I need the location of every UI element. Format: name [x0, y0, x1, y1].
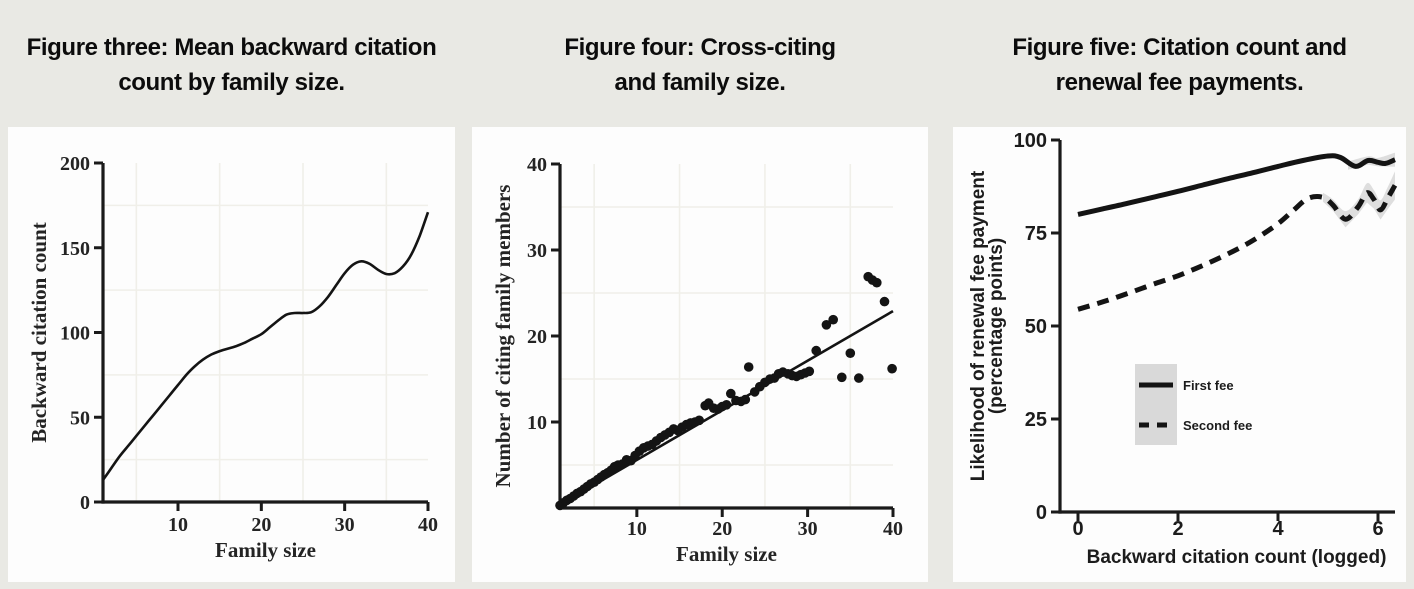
- x-axis-title: Family size: [215, 538, 316, 562]
- scatter-point: [743, 362, 754, 372]
- y-tick-label: 100: [1014, 130, 1047, 152]
- scatter-point: [872, 277, 882, 288]
- y-tick-label: 100: [60, 323, 90, 345]
- figure-three-title: Figure three: Mean backward citation cou…: [8, 30, 455, 100]
- figure-five-title-line-2: renewal fee payments.: [1055, 69, 1304, 96]
- scatter-point: [887, 363, 897, 374]
- scatter-point: [837, 372, 847, 383]
- gridlines: [560, 164, 893, 508]
- y-tick-label: 20: [527, 326, 547, 348]
- axes: 0 2 4 6 0 25 50 75 100: [1014, 130, 1395, 540]
- y-tick-label: 30: [527, 240, 547, 262]
- x-tick-label: 20: [712, 518, 732, 540]
- x-axis-title: Backward citation count (logged): [1087, 547, 1387, 568]
- second-fee-line: [1077, 184, 1398, 312]
- y-axis-title: Number of citing family members: [491, 185, 515, 488]
- x-tick-label: 30: [335, 514, 355, 536]
- figure-five-title-line-1: Figure five: Citation count and: [1012, 34, 1347, 61]
- x-tick-label: 6: [1372, 518, 1383, 540]
- y-tick-label: 0: [1036, 502, 1047, 524]
- x-tick-label: 10: [168, 514, 188, 536]
- y-axis-title: Backward citation count: [27, 222, 51, 443]
- figure-four-title-line-2: and family size.: [614, 69, 786, 96]
- figure-three-title-line-2: count by family size.: [118, 69, 345, 96]
- y-tick-label: 40: [527, 154, 547, 176]
- y-tick-label: 150: [60, 238, 90, 260]
- x-tick-label: 10: [627, 518, 647, 540]
- x-tick-label: 20: [251, 514, 271, 536]
- x-tick-label: 30: [798, 518, 818, 540]
- figure-four-title: Figure four: Cross-citing and family siz…: [472, 30, 928, 100]
- x-tick-label: 4: [1272, 518, 1284, 540]
- y-axis-title-line-2: (percentage points): [986, 238, 1007, 414]
- y-tick-label: 200: [60, 153, 90, 175]
- axes: 10 20 30 40 0 50 100 150 200: [60, 153, 438, 536]
- figure-three-chart: 10 20 30 40 0 50 100 150 200 Family size Backward …: [27, 153, 438, 562]
- y-axis-title: Likelihood of renewal fee payment: [968, 170, 989, 481]
- fitted-line-line: [559, 309, 894, 506]
- scatter-point: [879, 296, 890, 307]
- first-fee-line: [1077, 153, 1396, 217]
- scatter-point: [804, 366, 815, 377]
- legend-key-box: [1135, 364, 1177, 445]
- figure-three-title-line-1: Figure three: Mean backward citation: [26, 34, 437, 61]
- scatter-point: [821, 320, 832, 330]
- x-axis-title: Family size: [676, 542, 777, 566]
- x-tick-label: 40: [883, 518, 903, 540]
- x-tick-label: 0: [1072, 518, 1083, 540]
- y-tick-label: 25: [1025, 409, 1047, 431]
- gridlines: [103, 163, 428, 502]
- second-fee-legend-label: Second fee: [1183, 418, 1252, 433]
- figure-four-panel: 10 20 30 40 10 20 30 40 Family size Number of cit…: [472, 127, 928, 582]
- scatter-point: [845, 348, 856, 358]
- figure-three-panel: 10 20 30 40 0 50 100 150 200 Family size Backward …: [8, 127, 455, 582]
- scatter-point: [854, 373, 864, 383]
- family-observations-scatter-points: [555, 271, 897, 511]
- first-fee-legend-label: First fee: [1183, 378, 1234, 393]
- figure-five-chart: 0 2 4 6 0 25 50 75 100 Backward citation count (l…: [968, 130, 1398, 568]
- y-tick-label: 75: [1025, 223, 1047, 245]
- figure-five-panel: 0 2 4 6 0 25 50 75 100 Backward citation count (l…: [953, 127, 1406, 582]
- legend: First fee Second fee: [1135, 364, 1252, 445]
- y-tick-label: 50: [70, 407, 90, 429]
- second-fee-confidence-band: [1323, 171, 1395, 228]
- scatter-point: [828, 314, 838, 325]
- figure-four-chart: 10 20 30 40 10 20 30 40 Family size Number of cit…: [491, 154, 903, 566]
- y-tick-label: 50: [1025, 316, 1047, 338]
- y-tick-label: 10: [527, 412, 547, 434]
- y-tick-label: 0: [80, 492, 90, 514]
- x-tick-label: 2: [1172, 518, 1183, 540]
- scatter-point: [726, 388, 736, 399]
- figure-four-title-line-1: Figure four: Cross-citing: [564, 34, 836, 61]
- x-tick-label: 40: [418, 514, 438, 536]
- axes: 10 20 30 40 10 20 30 40: [527, 154, 903, 540]
- figure-five-title: Figure five: Citation count and renewal …: [953, 30, 1406, 100]
- mean-backward-citation-count-line: [101, 211, 430, 481]
